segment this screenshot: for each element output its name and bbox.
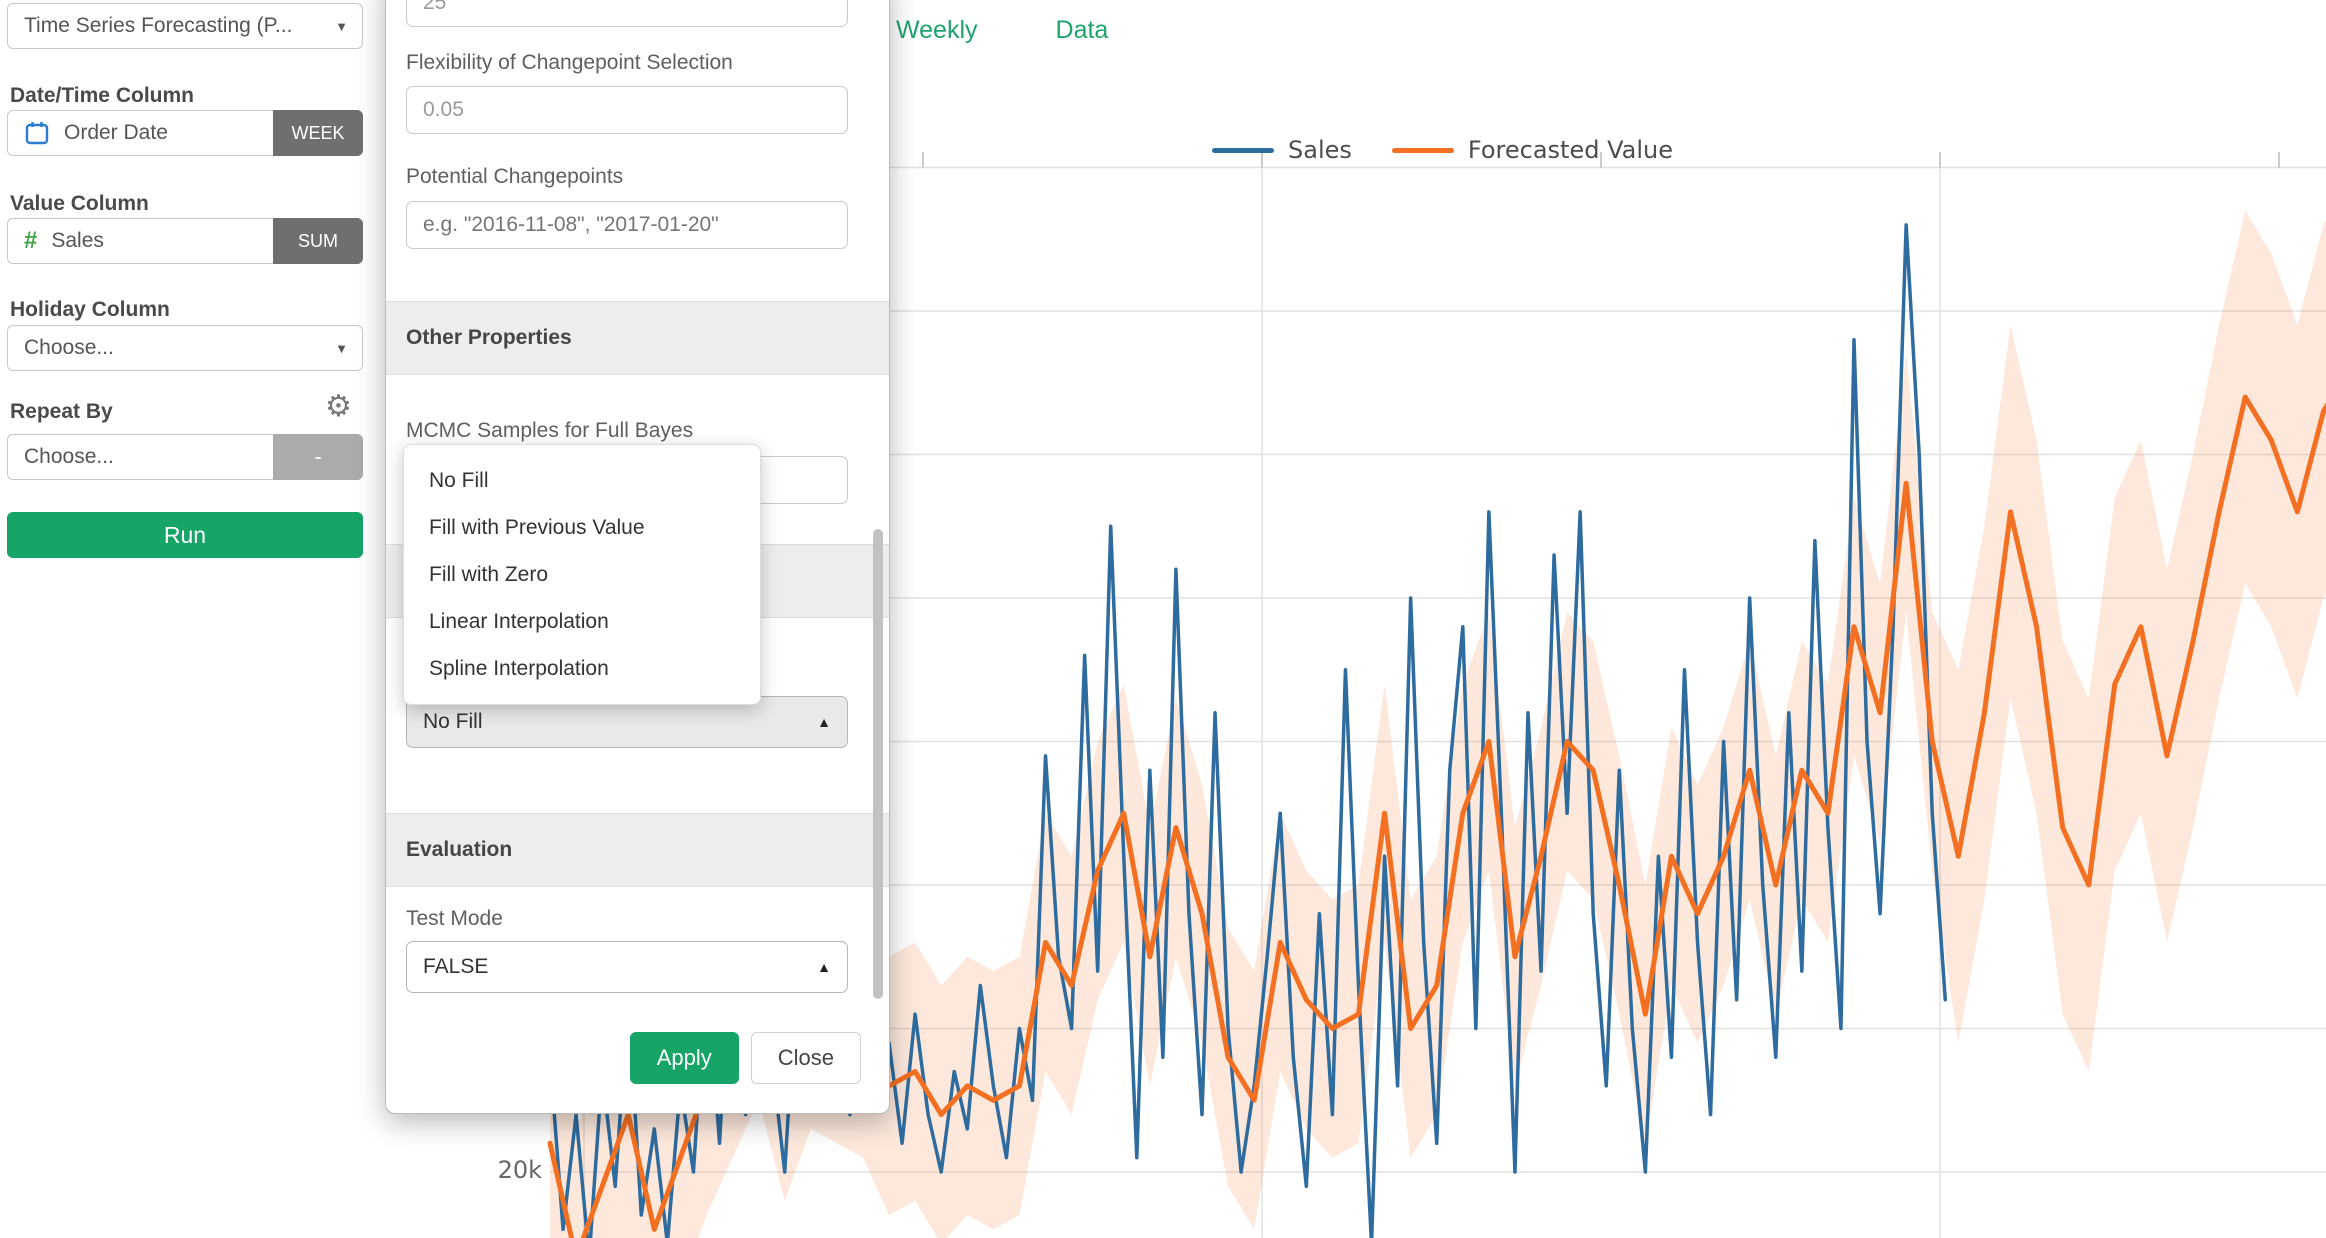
mcmc-samples-label: MCMC Samples for Full Bayes <box>406 419 694 442</box>
holiday-column-label: Holiday Column <box>10 298 170 321</box>
flexibility-label: Flexibility of Changepoint Selection <box>406 51 733 74</box>
value-column-value: Sales <box>51 229 104 252</box>
chevron-up-icon: ▲ <box>817 959 831 975</box>
chevron-down-icon: ▼ <box>335 18 348 34</box>
forecast-line-swatch <box>1391 147 1454 153</box>
calendar-icon <box>24 120 50 146</box>
holiday-column-select[interactable]: Choose... ▼ <box>7 325 363 371</box>
legend-label: Sales <box>1288 136 1352 164</box>
value-column-field[interactable]: # Sales SUM <box>7 218 363 264</box>
tab-weekly[interactable]: Weekly <box>896 16 978 44</box>
period-badge[interactable]: WEEK <box>273 110 363 156</box>
legend-item-sales: Sales <box>1212 136 1352 164</box>
sales-line-swatch <box>1212 147 1274 153</box>
date-column-label: Date/Time Column <box>10 84 194 107</box>
holiday-column-placeholder: Choose... <box>24 336 114 359</box>
section-title: Evaluation <box>406 838 513 861</box>
test-mode-select[interactable]: FALSE ▲ <box>406 941 848 993</box>
numeric-hash-icon: # <box>24 227 38 254</box>
dialog-scrollbar-thumb[interactable] <box>873 529 883 999</box>
y-axis-tick-label: 20k <box>497 1156 542 1184</box>
potential-changepoints-label: Potential Changepoints <box>406 165 624 188</box>
date-column-value: Order Date <box>64 121 168 144</box>
dropdown-option-no-fill[interactable]: No Fill <box>429 468 489 492</box>
chevron-up-icon: ▲ <box>817 714 831 730</box>
analytics-type-select[interactable]: Time Series Forecasting (P... ▼ <box>7 3 363 49</box>
test-mode-value: FALSE <box>423 955 489 978</box>
chart-legend: Sales Forecasted Value <box>1212 136 1673 164</box>
section-title: Other Properties <box>406 326 572 349</box>
test-mode-label: Test Mode <box>406 907 503 930</box>
legend-label: Forecasted Value <box>1467 136 1673 164</box>
apply-button[interactable]: Apply <box>629 1032 739 1084</box>
repeat-by-placeholder: Choose... <box>24 445 114 468</box>
dropdown-option-spline-interp[interactable]: Spline Interpolation <box>429 656 609 680</box>
legend-item-forecast: Forecasted Value <box>1391 136 1673 164</box>
chart-tabs: Weekly Data <box>896 16 1108 45</box>
sales-line <box>548 223 1948 1238</box>
dropdown-option-linear-interp[interactable]: Linear Interpolation <box>429 609 609 633</box>
changepoints-count-input[interactable] <box>406 0 848 27</box>
flexibility-input[interactable] <box>406 86 848 134</box>
confidence-band <box>550 210 2326 1238</box>
value-column-label: Value Column <box>10 192 149 215</box>
gear-icon[interactable]: ⚙ <box>325 390 352 423</box>
repeat-by-label: Repeat By <box>10 400 113 423</box>
aggregate-badge[interactable]: SUM <box>273 218 363 264</box>
tab-data[interactable]: Data <box>1055 16 1109 44</box>
dropdown-option-fill-previous[interactable]: Fill with Previous Value <box>429 515 645 539</box>
close-button[interactable]: Close <box>750 1032 861 1084</box>
analytics-sidebar: Time Series Forecasting (P... ▼ Date/Tim… <box>0 0 384 1238</box>
repeat-by-select[interactable]: Choose... - <box>7 434 363 480</box>
repeat-by-badge[interactable]: - <box>273 434 363 480</box>
run-button[interactable]: Run <box>7 512 363 558</box>
fill-options-dropdown: No Fill Fill with Previous Value Fill wi… <box>403 444 761 705</box>
evaluation-section-header: Evaluation <box>386 813 889 887</box>
analytics-type-value: Time Series Forecasting (P... <box>24 14 293 37</box>
date-column-field[interactable]: Order Date WEEK <box>7 110 363 156</box>
fill-select-value: No Fill <box>423 710 483 733</box>
other-properties-section-header: Other Properties <box>386 301 889 375</box>
dropdown-option-fill-zero[interactable]: Fill with Zero <box>429 562 549 586</box>
potential-changepoints-input[interactable] <box>406 201 848 249</box>
chevron-down-icon: ▼ <box>335 340 348 356</box>
dialog-buttons: Apply Close <box>629 1032 861 1084</box>
